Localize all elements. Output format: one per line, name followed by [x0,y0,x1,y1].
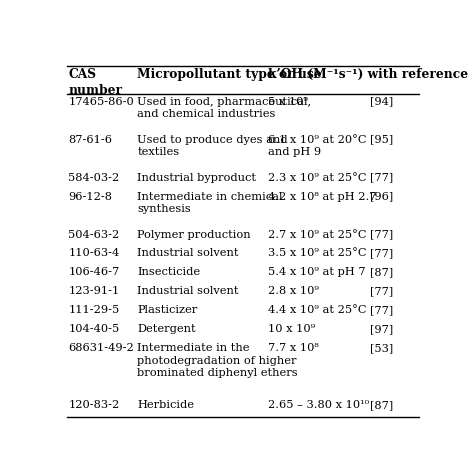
Text: 5.4 x 10⁹ at pH 7: 5.4 x 10⁹ at pH 7 [268,267,365,277]
Text: Industrial byproduct: Industrial byproduct [137,173,256,182]
Text: 106-46-7: 106-46-7 [68,267,119,277]
Text: Detergent: Detergent [137,324,196,335]
Text: 123-91-1: 123-91-1 [68,286,119,296]
Text: Used to produce dyes and
textiles: Used to produce dyes and textiles [137,135,288,157]
Text: [97]: [97] [370,324,393,335]
Text: [87]: [87] [370,267,393,277]
Text: [77]: [77] [370,248,393,258]
Text: 87-61-6: 87-61-6 [68,135,112,145]
Text: [77]: [77] [370,305,393,315]
Text: Plasticizer: Plasticizer [137,305,198,315]
Text: 104-40-5: 104-40-5 [68,324,119,335]
Text: k’OH (M⁻¹s⁻¹) with reference: k’OH (M⁻¹s⁻¹) with reference [268,68,468,81]
Text: 2.65 – 3.80 x 10¹⁰: 2.65 – 3.80 x 10¹⁰ [268,401,369,410]
Text: Industrial solvent: Industrial solvent [137,248,239,258]
Text: Used in food, pharmaceutical,
and chemical industries: Used in food, pharmaceutical, and chemic… [137,97,311,119]
Text: 584-03-2: 584-03-2 [68,173,119,182]
Text: 504-63-2: 504-63-2 [68,229,119,239]
Text: 4.2 x 10⁸ at pH 2.7: 4.2 x 10⁸ at pH 2.7 [268,191,376,201]
Text: Micropollutant type or use: Micropollutant type or use [137,68,322,81]
Text: 10 x 10⁹: 10 x 10⁹ [268,324,315,335]
Text: Intermediate in the
photodegradation of higher
brominated diphenyl ethers: Intermediate in the photodegradation of … [137,343,298,378]
Text: Intermediate in chemical
synthesis: Intermediate in chemical synthesis [137,191,283,214]
Text: [53]: [53] [370,343,393,354]
Text: [94]: [94] [370,97,393,107]
Text: Insecticide: Insecticide [137,267,201,277]
Text: [77]: [77] [370,229,393,239]
Text: 96-12-8: 96-12-8 [68,191,112,201]
Text: 2.3 x 10⁹ at 25°C: 2.3 x 10⁹ at 25°C [268,173,366,182]
Text: [95]: [95] [370,135,393,145]
Text: 68631-49-2: 68631-49-2 [68,343,134,354]
Text: 6.1 x 10⁹ at 20°C
and pH 9: 6.1 x 10⁹ at 20°C and pH 9 [268,135,366,157]
Text: 110-63-4: 110-63-4 [68,248,119,258]
Text: [87]: [87] [370,401,393,410]
Text: 2.8 x 10⁹: 2.8 x 10⁹ [268,286,319,296]
Text: 4.4 x 10⁹ at 25°C: 4.4 x 10⁹ at 25°C [268,305,366,315]
Text: Industrial solvent: Industrial solvent [137,286,239,296]
Text: CAS
number: CAS number [68,68,122,97]
Text: [77]: [77] [370,286,393,296]
Text: 5 x 10⁹: 5 x 10⁹ [268,97,308,107]
Text: 2.7 x 10⁹ at 25°C: 2.7 x 10⁹ at 25°C [268,229,366,239]
Text: 17465-86-0: 17465-86-0 [68,97,134,107]
Text: 7.7 x 10⁸: 7.7 x 10⁸ [268,343,319,354]
Text: 111-29-5: 111-29-5 [68,305,119,315]
Text: Herbicide: Herbicide [137,401,194,410]
Text: [96]: [96] [370,191,393,201]
Text: Polymer production: Polymer production [137,229,251,239]
Text: 120-83-2: 120-83-2 [68,401,119,410]
Text: [77]: [77] [370,173,393,182]
Text: 3.5 x 10⁹ at 25°C: 3.5 x 10⁹ at 25°C [268,248,366,258]
